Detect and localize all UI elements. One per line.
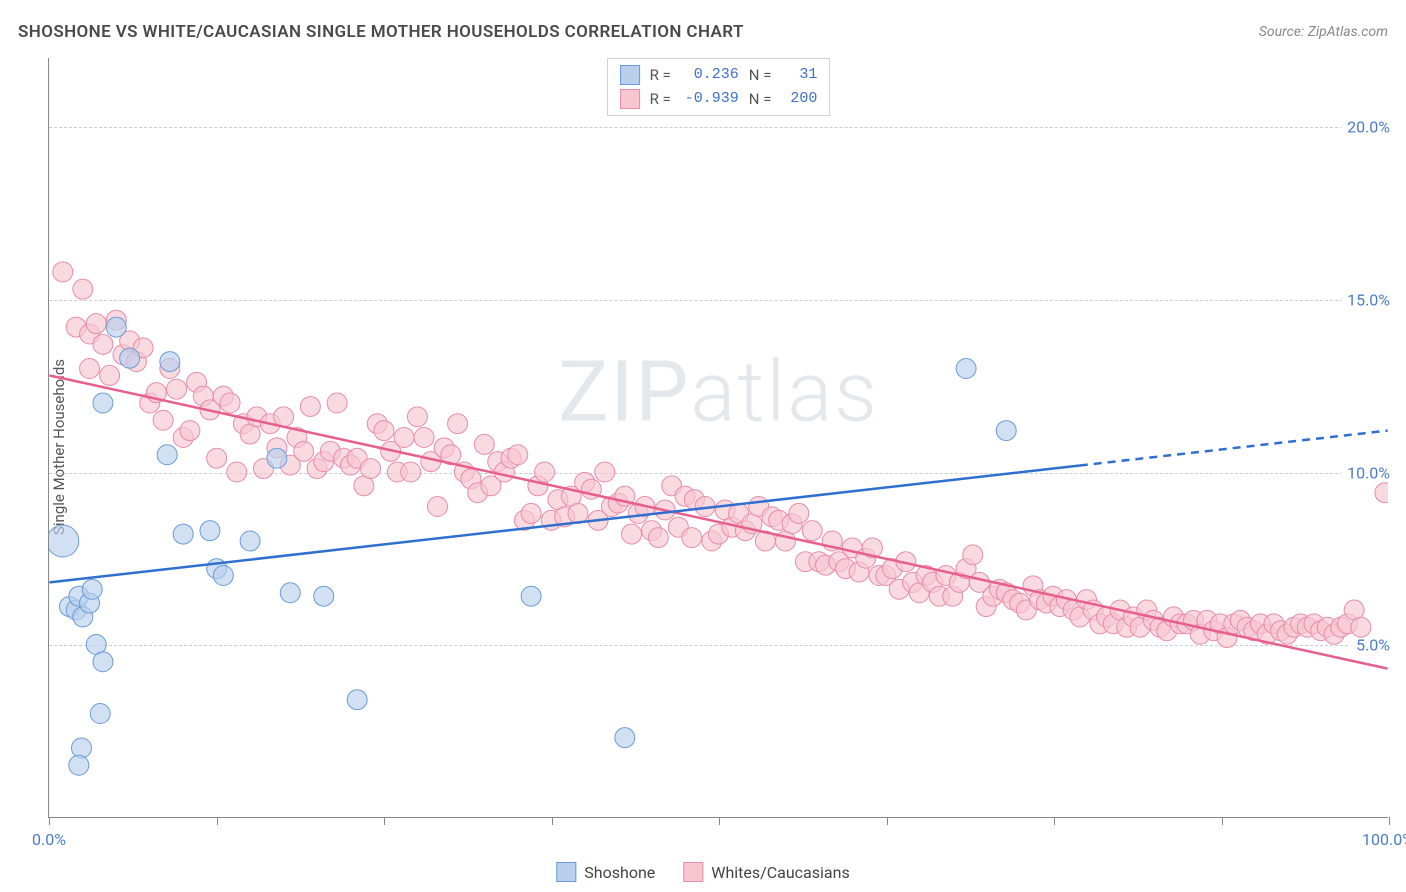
whites-point	[1375, 483, 1388, 503]
swatch-whites	[620, 89, 640, 109]
stat-r-label: R =	[650, 63, 671, 87]
legend-item-shoshone: Shoshone	[556, 862, 655, 882]
whites-point	[361, 459, 381, 479]
x-tick	[719, 817, 720, 825]
shoshone-point	[956, 359, 976, 379]
stat-n-label: N =	[749, 63, 772, 87]
whites-point	[300, 396, 320, 416]
stat-n-shoshone: 31	[781, 63, 817, 87]
x-tick	[49, 817, 50, 825]
stats-row-shoshone: R = 0.236 N = 31	[620, 63, 818, 87]
shoshone-point	[69, 755, 89, 775]
whites-point	[595, 462, 615, 482]
whites-point	[93, 334, 113, 354]
x-tick	[1389, 817, 1390, 825]
shoshone-point	[93, 652, 113, 672]
whites-point	[401, 462, 421, 482]
whites-trend	[49, 375, 1387, 668]
shoshone-point	[90, 704, 110, 724]
chart-title: SHOSHONE VS WHITE/CAUCASIAN SINGLE MOTHE…	[18, 22, 744, 42]
shoshone-point	[521, 586, 541, 606]
whites-point	[474, 434, 494, 454]
swatch-shoshone	[620, 65, 640, 85]
shoshone-point	[82, 579, 102, 599]
whites-point	[167, 379, 187, 399]
whites-point	[53, 262, 73, 282]
whites-point	[648, 528, 668, 548]
whites-point	[220, 393, 240, 413]
whites-point	[521, 503, 541, 523]
shoshone-point	[615, 728, 635, 748]
whites-point	[802, 521, 822, 541]
shoshone-point	[93, 393, 113, 413]
shoshone-point	[280, 583, 300, 603]
shoshone-point	[72, 738, 92, 758]
stat-r-whites: -0.939	[681, 87, 739, 111]
x-axis-max-label: 100.0%	[1362, 830, 1406, 849]
stat-r-shoshone: 0.236	[681, 63, 739, 87]
whites-point	[227, 462, 247, 482]
legend-swatch-whites	[683, 862, 703, 882]
legend-swatch-shoshone	[556, 862, 576, 882]
whites-point	[427, 497, 447, 517]
whites-point	[448, 414, 468, 434]
whites-point	[80, 359, 100, 379]
x-tick	[887, 817, 888, 825]
legend-label-shoshone: Shoshone	[584, 863, 655, 882]
whites-point	[682, 528, 702, 548]
whites-point	[622, 524, 642, 544]
shoshone-point	[996, 421, 1016, 441]
shoshone-point	[240, 531, 260, 551]
x-tick	[1054, 817, 1055, 825]
whites-point	[963, 545, 983, 565]
stat-r-label-2: R =	[650, 87, 671, 111]
whites-point	[414, 428, 434, 448]
shoshone-point	[106, 317, 126, 337]
x-tick	[217, 817, 218, 825]
header-row: SHOSHONE VS WHITE/CAUCASIAN SINGLE MOTHE…	[18, 22, 1388, 42]
whites-point	[207, 448, 227, 468]
shoshone-point	[347, 690, 367, 710]
shoshone-point	[173, 524, 193, 544]
shoshone-trend-dashed	[1080, 431, 1388, 466]
x-tick	[552, 817, 553, 825]
whites-point	[73, 279, 93, 299]
shoshone-point	[200, 521, 220, 541]
stats-legend-box: R = 0.236 N = 31 R = -0.939 N = 200	[607, 58, 831, 116]
stats-row-whites: R = -0.939 N = 200	[620, 87, 818, 111]
whites-point	[1351, 617, 1371, 637]
whites-point	[535, 462, 555, 482]
plot-area: Single Mother Households 5.0%10.0%15.0%2…	[48, 58, 1388, 818]
shoshone-point	[157, 445, 177, 465]
whites-point	[153, 410, 173, 430]
whites-point	[789, 503, 809, 523]
legend-item-whites: Whites/Caucasians	[683, 862, 849, 882]
shoshone-point	[267, 448, 287, 468]
shoshone-point	[49, 525, 79, 557]
bottom-legend: Shoshone Whites/Caucasians	[556, 862, 849, 882]
whites-point	[508, 445, 528, 465]
x-tick	[384, 817, 385, 825]
whites-point	[86, 314, 106, 334]
whites-point	[294, 441, 314, 461]
whites-point	[407, 407, 427, 427]
stat-n-label-2: N =	[749, 87, 772, 111]
x-tick	[1222, 817, 1223, 825]
legend-label-whites: Whites/Caucasians	[711, 863, 849, 882]
whites-point	[100, 365, 120, 385]
whites-point	[180, 421, 200, 441]
source-attribution: Source: ZipAtlas.com	[1259, 24, 1388, 40]
stat-n-whites: 200	[781, 87, 817, 111]
shoshone-point	[160, 352, 180, 372]
x-axis-min-label: 0.0%	[32, 830, 66, 849]
whites-point	[394, 428, 414, 448]
whites-point	[374, 421, 394, 441]
shoshone-point	[213, 566, 233, 586]
whites-point	[274, 407, 294, 427]
scatter-svg	[49, 58, 1388, 817]
whites-point	[327, 393, 347, 413]
shoshone-point	[314, 586, 334, 606]
shoshone-point	[120, 348, 140, 368]
